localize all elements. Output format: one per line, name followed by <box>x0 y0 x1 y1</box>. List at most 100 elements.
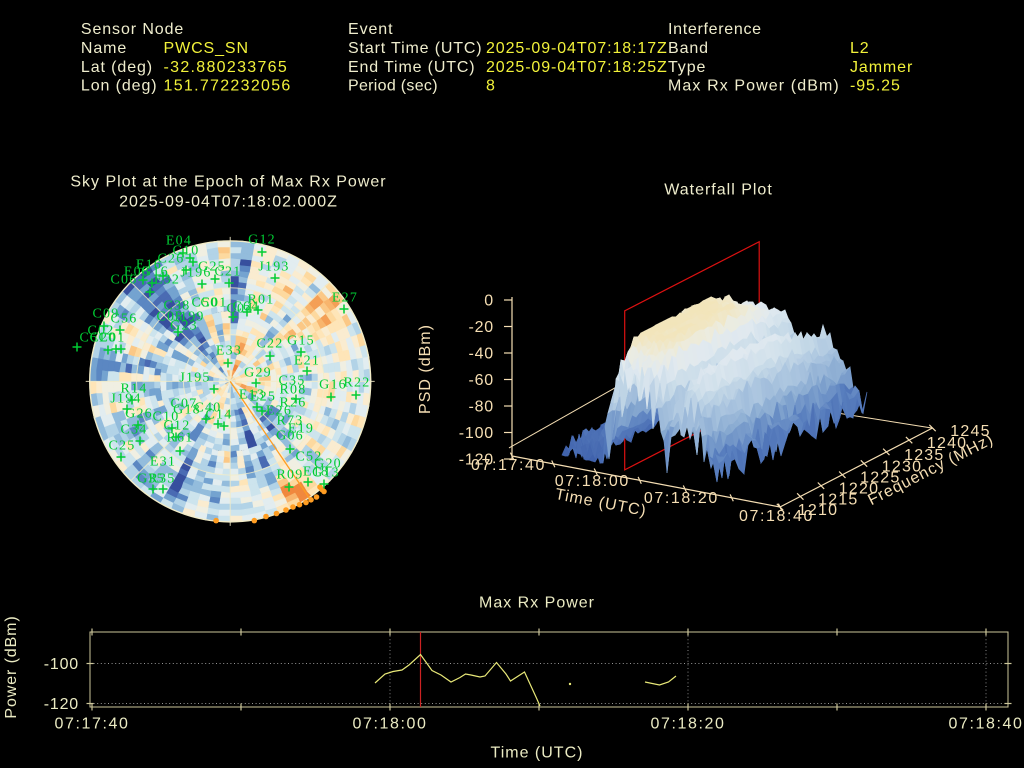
svg-text:C06: C06 <box>111 273 138 288</box>
svg-text:C02: C02 <box>88 324 115 339</box>
svg-text:Max Rx Power (dBm): Max Rx Power (dBm) <box>668 78 840 95</box>
svg-text:C35: C35 <box>279 374 306 389</box>
svg-text:Jammer: Jammer <box>850 59 913 76</box>
svg-text:E27: E27 <box>332 291 358 306</box>
svg-text:07:18:00: 07:18:00 <box>555 473 630 490</box>
svg-text:Sky Plot at the Epoch of Max R: Sky Plot at the Epoch of Max Rx Power <box>70 174 386 191</box>
svg-text:L2: L2 <box>850 40 870 57</box>
svg-text:R22: R22 <box>344 376 371 391</box>
svg-text:E32: E32 <box>154 273 180 288</box>
svg-text:R61: R61 <box>167 431 194 446</box>
svg-text:0: 0 <box>484 293 494 310</box>
svg-text:C10: C10 <box>173 244 200 259</box>
svg-text:R73: R73 <box>277 414 304 429</box>
svg-text:Power (dBm): Power (dBm) <box>3 615 20 718</box>
svg-text:C14: C14 <box>206 408 233 423</box>
svg-text:-80: -80 <box>468 399 494 416</box>
svg-text:G29: G29 <box>244 366 272 381</box>
svg-text:J199: J199 <box>173 310 204 325</box>
svg-text:1210: 1210 <box>798 502 838 519</box>
svg-text:07:18:20: 07:18:20 <box>644 490 719 507</box>
svg-text:2025-09-04T07:18:17Z: 2025-09-04T07:18:17Z <box>486 40 668 57</box>
svg-text:J195: J195 <box>179 371 210 386</box>
svg-text:1245: 1245 <box>950 423 990 440</box>
svg-text:G16: G16 <box>319 378 347 393</box>
svg-text:E04: E04 <box>166 234 192 249</box>
svg-text:-120: -120 <box>459 452 494 469</box>
svg-text:Name: Name <box>81 40 127 57</box>
svg-text:C64: C64 <box>233 300 260 315</box>
svg-text:151.772232056: 151.772232056 <box>164 78 292 95</box>
svg-text:2025-09-04T07:18:25Z: 2025-09-04T07:18:25Z <box>486 59 668 76</box>
svg-text:G13: G13 <box>312 466 340 481</box>
svg-text:Start Time (UTC): Start Time (UTC) <box>348 40 483 57</box>
svg-text:07:18:40: 07:18:40 <box>739 508 814 525</box>
svg-text:1240: 1240 <box>927 435 967 452</box>
svg-text:G18: G18 <box>173 403 201 418</box>
svg-text:C20: C20 <box>90 331 117 346</box>
svg-text:G15: G15 <box>287 334 315 349</box>
svg-text:C10: C10 <box>153 410 180 425</box>
svg-text:C21: C21 <box>215 265 242 280</box>
svg-text:07:18:20: 07:18:20 <box>650 716 725 733</box>
svg-text:E33: E33 <box>216 344 242 359</box>
svg-text:C01: C01 <box>201 296 228 311</box>
svg-text:-100: -100 <box>459 425 494 442</box>
svg-text:Waterfall Plot: Waterfall Plot <box>664 182 773 199</box>
svg-text:G26: G26 <box>125 407 153 422</box>
svg-text:Event: Event <box>348 21 393 38</box>
svg-text:07:17:40: 07:17:40 <box>471 457 546 474</box>
svg-text:8: 8 <box>486 78 496 95</box>
svg-text:Max Rx Power: Max Rx Power <box>479 595 595 612</box>
svg-text:E18: E18 <box>303 465 329 480</box>
svg-text:C07: C07 <box>171 397 198 412</box>
svg-text:C01: C01 <box>99 331 126 346</box>
svg-text:J193: J193 <box>258 260 289 275</box>
svg-text:G20: G20 <box>314 457 342 472</box>
svg-text:Lat (deg): Lat (deg) <box>81 59 153 76</box>
svg-text:G12: G12 <box>248 233 276 248</box>
svg-text:C50: C50 <box>192 296 219 311</box>
svg-text:Band: Band <box>668 40 709 57</box>
svg-text:-32.880233765: -32.880233765 <box>164 59 289 76</box>
svg-text:07:18:40: 07:18:40 <box>948 716 1023 733</box>
svg-text:Interference: Interference <box>668 21 762 38</box>
svg-text:J194: J194 <box>110 392 141 407</box>
svg-text:-95.25: -95.25 <box>850 78 901 95</box>
svg-text:-100: -100 <box>44 656 79 673</box>
svg-text:07:17:40: 07:17:40 <box>54 716 129 733</box>
svg-text:G23: G23 <box>170 319 198 334</box>
svg-text:C26: C26 <box>158 252 185 267</box>
svg-text:1225: 1225 <box>860 470 900 487</box>
svg-text:R01: R01 <box>248 293 275 308</box>
svg-text:R35: R35 <box>149 472 176 487</box>
svg-text:E31: E31 <box>150 455 176 470</box>
svg-text:1220: 1220 <box>839 481 879 498</box>
svg-text:E21: E21 <box>294 354 320 369</box>
svg-text:PSD (dBm): PSD (dBm) <box>417 324 434 414</box>
svg-text:Period (sec): Period (sec) <box>348 78 438 95</box>
svg-text:R08: R08 <box>280 383 307 398</box>
svg-text:Time (UTC): Time (UTC) <box>491 745 584 762</box>
svg-text:G06: G06 <box>276 429 304 444</box>
svg-text:-60: -60 <box>468 372 494 389</box>
svg-text:C40: C40 <box>195 401 222 416</box>
svg-text:G35: G35 <box>137 472 165 487</box>
svg-text:PWCS_SN: PWCS_SN <box>164 40 249 57</box>
svg-text:2025-09-04T07:18:02.000Z: 2025-09-04T07:18:02.000Z <box>119 194 338 211</box>
svg-text:E16: E16 <box>136 258 162 273</box>
svg-text:E26: E26 <box>266 404 292 419</box>
svg-text:1235: 1235 <box>904 447 944 464</box>
svg-text:E19: E19 <box>288 422 314 437</box>
svg-text:R09: R09 <box>277 468 304 483</box>
svg-text:C03: C03 <box>157 310 184 325</box>
svg-text:Lon (deg): Lon (deg) <box>81 78 158 95</box>
svg-text:C25: C25 <box>109 439 136 454</box>
svg-text:C12: C12 <box>164 419 191 434</box>
svg-text:-20: -20 <box>468 319 494 336</box>
svg-text:R14: R14 <box>121 382 148 397</box>
svg-text:07:18:00: 07:18:00 <box>352 716 427 733</box>
svg-text:-120: -120 <box>44 696 79 713</box>
svg-text:E13: E13 <box>239 388 265 403</box>
svg-text:C34: C34 <box>121 423 148 438</box>
